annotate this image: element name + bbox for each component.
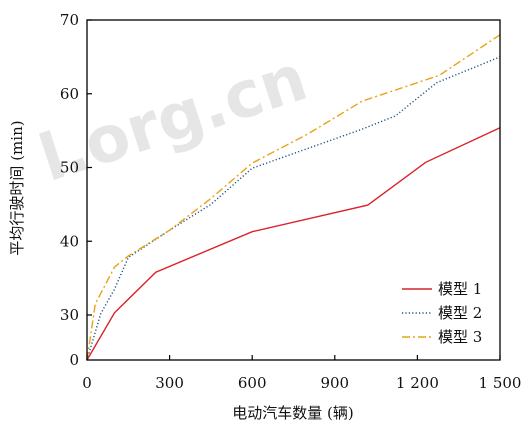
y-axis-title: 平均行驶时间 (min): [8, 120, 26, 255]
x-tick-label: 0: [82, 374, 92, 392]
y-tick-label: 60: [60, 85, 79, 103]
x-tick-label: 900: [320, 374, 349, 392]
series-group: [86, 34, 501, 361]
legend-label: 模型 2: [438, 304, 482, 322]
y-tick-label: 50: [60, 159, 79, 177]
y-tick-label: 40: [60, 232, 79, 250]
legend-label: 模型 3: [438, 328, 482, 346]
legend-label: 模型 1: [438, 280, 482, 298]
legend: 模型 1 模型 2 模型 3: [402, 280, 482, 346]
y-tick-label: 30: [60, 306, 79, 324]
y-tick-label: 0: [69, 351, 79, 369]
series-line: [86, 34, 501, 361]
plot-frame: [86, 19, 501, 361]
x-tick-label: 1 500: [479, 374, 522, 392]
x-axis-title: 电动汽车数量 (辆): [232, 404, 353, 422]
series-line: [86, 127, 501, 361]
y-tick-label: 70: [60, 11, 79, 29]
x-tick-label: 300: [155, 374, 184, 392]
x-tick-label: 600: [238, 374, 267, 392]
axes-group: 0 300 600 900 1 200 1 500 0 30 40 50 60 70: [60, 11, 522, 392]
x-tick-label: 1 200: [396, 374, 439, 392]
